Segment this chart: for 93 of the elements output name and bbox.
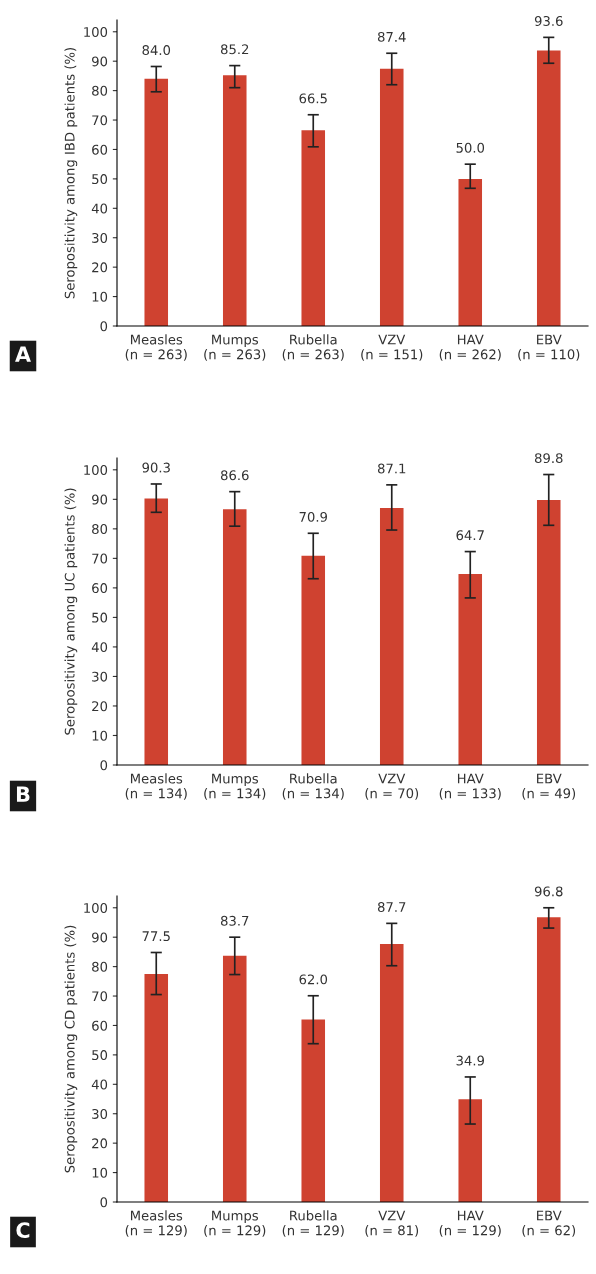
bar <box>458 574 483 765</box>
y-tick-label: 30 <box>92 232 108 243</box>
x-tick-label: EBV (n = 49) <box>522 773 576 800</box>
x-tick-label: Rubella (n = 129) <box>282 1210 344 1237</box>
x-tick-label: Mumps (n = 134) <box>204 773 266 800</box>
y-tick-label: 60 <box>92 144 108 155</box>
x-tick-label: HAV (n = 133) <box>439 773 501 800</box>
data-label: 70.9 <box>299 511 328 522</box>
x-tick-label: Mumps (n = 129) <box>204 1210 266 1237</box>
y-axis-title: Seropositivity among CD patients (%) <box>64 925 78 1173</box>
data-label: 87.1 <box>377 463 406 474</box>
data-label: 86.6 <box>220 470 249 481</box>
bar <box>222 75 247 326</box>
x-tick-label: VZV (n = 151) <box>361 334 423 361</box>
y-tick-label: 30 <box>92 1108 108 1119</box>
data-label: 93.6 <box>534 16 563 26</box>
data-label: 85.2 <box>220 44 249 55</box>
bar <box>144 78 169 326</box>
y-tick-label: 40 <box>91 1079 108 1090</box>
x-tick-label: Measles (n = 134) <box>125 773 187 800</box>
y-axis-title: Seropositivity among IBD patients (%) <box>64 48 78 299</box>
data-label: 77.5 <box>142 931 170 942</box>
y-tick-label: 20 <box>92 1138 108 1149</box>
data-label: 50.0 <box>456 142 485 153</box>
bar <box>536 917 561 1202</box>
bar <box>301 130 326 326</box>
y-tick-label: 10 <box>92 1167 108 1178</box>
y-tick-label: 70 <box>92 115 108 126</box>
x-tick-label: Rubella (n = 134) <box>282 773 344 800</box>
y-tick-label: 90 <box>92 494 108 505</box>
y-tick-label: 0 <box>100 1197 108 1208</box>
bar <box>222 955 247 1202</box>
bar <box>222 509 247 765</box>
data-label: 90.3 <box>142 462 170 473</box>
y-tick-label: 20 <box>92 262 108 273</box>
x-tick-label: VZV (n = 70) <box>365 773 419 800</box>
y-tick-label: 70 <box>92 553 108 564</box>
x-tick-label: Rubella (n = 263) <box>282 334 344 361</box>
x-tick-label: EBV (n = 62) <box>522 1210 576 1237</box>
y-tick-label: 50 <box>92 612 108 623</box>
y-tick-label: 100 <box>84 465 108 476</box>
data-label: 89.8 <box>534 453 563 464</box>
bar <box>379 943 404 1202</box>
y-tick-label: 40 <box>91 642 108 653</box>
y-tick-label: 100 <box>84 26 108 37</box>
x-tick-label: Mumps (n = 263) <box>204 334 266 361</box>
y-tick-label: 50 <box>92 174 108 185</box>
y-tick-label: 90 <box>92 56 108 67</box>
y-tick-label: 0 <box>100 321 108 332</box>
y-tick-label: 20 <box>92 701 108 712</box>
y-tick-label: 80 <box>92 524 108 535</box>
y-tick-label: 60 <box>92 1020 108 1031</box>
y-tick-label: 50 <box>92 1050 108 1061</box>
bar <box>458 178 483 326</box>
y-tick-label: 100 <box>84 902 108 913</box>
x-tick-label: EBV (n = 110) <box>518 334 580 361</box>
bar <box>144 498 169 765</box>
y-tick-label: 40 <box>91 203 108 214</box>
data-label: 64.7 <box>456 530 484 541</box>
text: C <box>16 1222 30 1239</box>
bar <box>379 507 404 765</box>
y-tick-label: 80 <box>92 961 108 972</box>
y-tick-label: 0 <box>100 760 108 771</box>
bar <box>379 68 404 326</box>
x-tick-label: Measles (n = 129) <box>125 1210 187 1237</box>
y-tick-label: 80 <box>92 85 108 96</box>
y-tick-label: 30 <box>92 671 108 682</box>
data-label: 87.4 <box>377 31 406 42</box>
x-tick-label: VZV (n = 81) <box>365 1210 419 1237</box>
text: A <box>15 346 31 362</box>
data-label: 87.7 <box>377 902 406 912</box>
data-label: 66.5 <box>299 93 327 104</box>
data-label: 83.7 <box>220 915 249 926</box>
text: B <box>16 786 30 802</box>
bar <box>458 1099 483 1202</box>
bar <box>536 499 561 765</box>
y-axis-title: Seropositivity among UC patients (%) <box>64 488 78 735</box>
data-label: 96.8 <box>534 886 563 897</box>
data-label: 62.0 <box>299 974 328 985</box>
x-tick-label: HAV (n = 262) <box>439 334 501 361</box>
y-tick-label: 60 <box>92 583 108 594</box>
data-label: 34.9 <box>456 1055 485 1066</box>
bar <box>144 973 169 1202</box>
bar <box>301 1019 326 1202</box>
x-tick-label: HAV (n = 129) <box>439 1210 501 1237</box>
data-label: 84.0 <box>142 45 171 56</box>
y-tick-label: 10 <box>92 291 108 302</box>
bar <box>301 555 326 765</box>
y-tick-label: 70 <box>92 991 108 1002</box>
y-tick-label: 90 <box>92 932 108 943</box>
bar <box>536 50 561 326</box>
y-tick-label: 10 <box>92 730 108 741</box>
x-tick-label: Measles (n = 263) <box>125 334 187 361</box>
